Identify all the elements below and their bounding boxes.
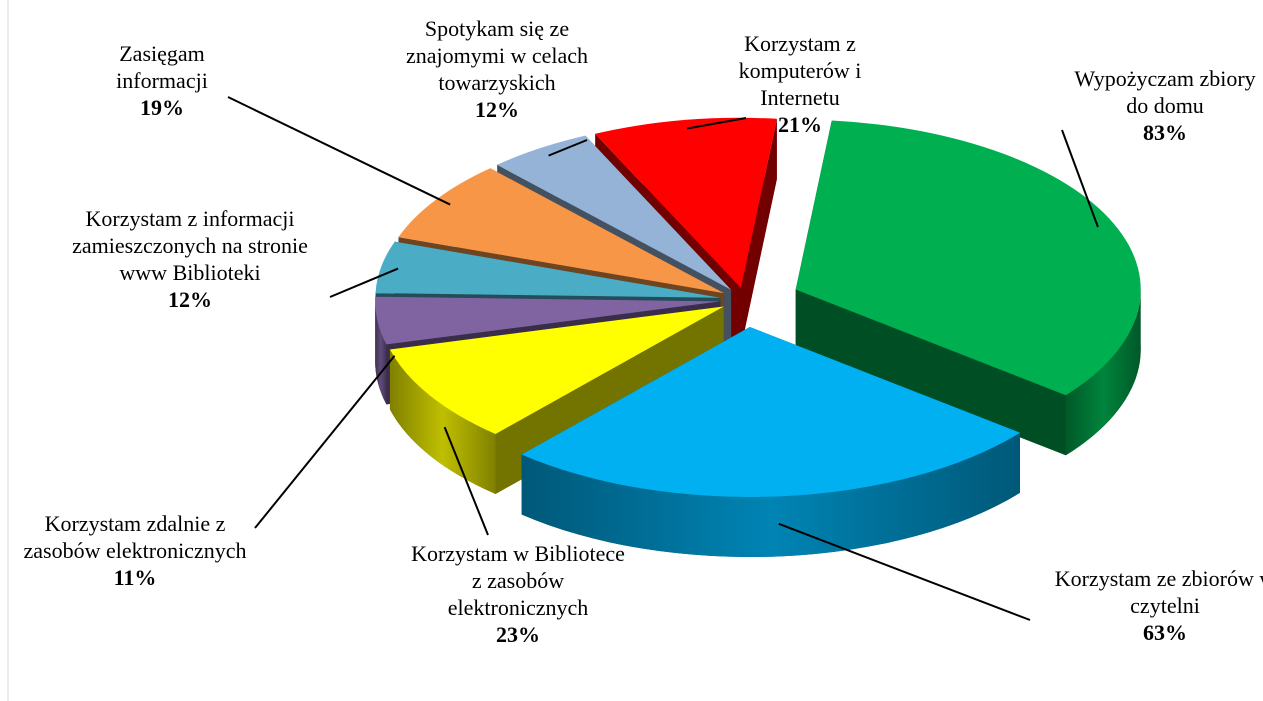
data-label: Korzystam z informacji zamieszczonych na… <box>65 205 315 313</box>
slice <box>389 306 724 434</box>
leader-line <box>548 139 588 157</box>
category-label: Zasięgam informacji <box>116 41 208 93</box>
value-label: 12% <box>475 97 519 122</box>
value-label: 63% <box>1143 620 1187 645</box>
category-label: Korzystam ze zbiorów w czytelni <box>1054 566 1263 618</box>
value-label: 12% <box>168 287 212 312</box>
category-label: Wypożyczam zbiory do domu <box>1074 66 1256 118</box>
slice <box>375 241 721 298</box>
category-label: Korzystam z komputerów i Internetu <box>738 31 862 110</box>
data-label: Korzystam w Bibliotece z zasobów elektro… <box>408 540 628 648</box>
leader-line <box>254 355 396 529</box>
leader-line <box>227 96 451 206</box>
data-label: Wypożyczam zbiory do domu 83% <box>1065 65 1263 146</box>
slice <box>375 296 721 345</box>
slice <box>497 135 732 290</box>
category-label: Korzystam zdalnie z zasobów elektroniczn… <box>23 511 247 563</box>
data-label: Zasięgam informacji 19% <box>82 40 242 121</box>
leader-line <box>443 426 489 536</box>
category-label: Spotykam się ze znajomymi w celach towar… <box>405 16 589 95</box>
data-label: Korzystam zdalnie z zasobów elektroniczn… <box>10 510 260 591</box>
category-label: Korzystam z informacji zamieszczonych na… <box>72 206 308 285</box>
leader-line <box>1061 129 1099 228</box>
value-label: 83% <box>1143 120 1187 145</box>
value-label: 21% <box>778 112 822 137</box>
leader-line <box>329 267 399 298</box>
slice-edge <box>795 289 1066 456</box>
data-label: Korzystam ze zbiorów w czytelni 63% <box>1050 565 1263 646</box>
slice <box>398 168 725 294</box>
data-label: Korzystam z komputerów i Internetu 21% <box>705 30 895 138</box>
slice <box>795 120 1141 396</box>
slice <box>521 326 1021 497</box>
leader-line <box>686 117 747 130</box>
slice-side <box>521 432 1021 557</box>
value-label: 23% <box>496 622 540 647</box>
slice <box>595 117 777 288</box>
category-label: Korzystam w Bibliotece z zasobów elektro… <box>411 541 625 620</box>
value-label: 11% <box>113 565 157 590</box>
leader-line <box>778 522 1031 621</box>
slice-side <box>389 349 496 494</box>
slice-edge <box>740 118 777 348</box>
slice-side <box>1065 289 1141 456</box>
data-label: Spotykam się ze znajomymi w celach towar… <box>397 15 597 123</box>
value-label: 19% <box>140 95 184 120</box>
slice-side <box>375 301 387 405</box>
